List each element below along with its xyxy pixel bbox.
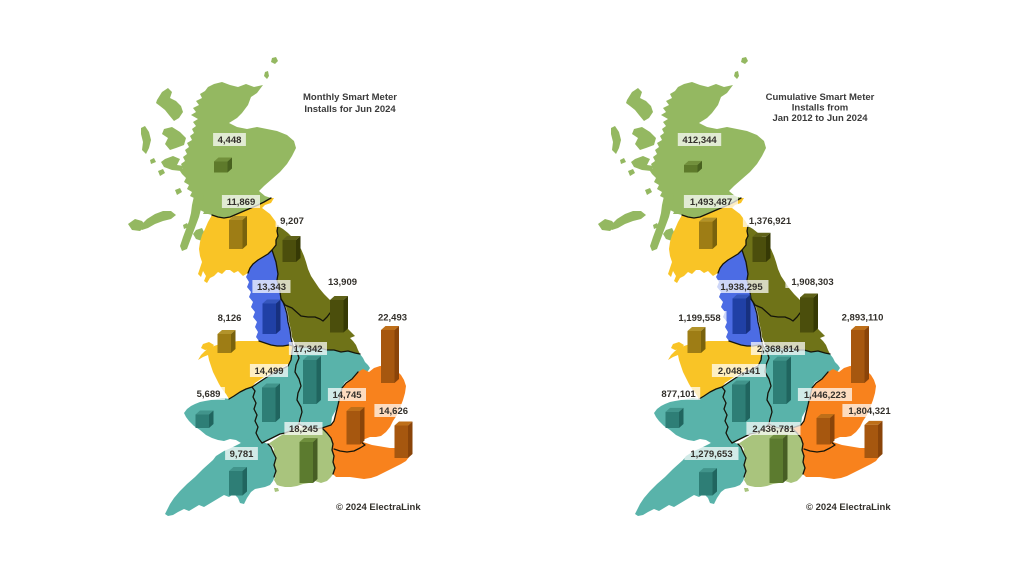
svg-text:1,376,921: 1,376,921 — [749, 216, 792, 227]
svg-text:17,342: 17,342 — [293, 344, 322, 355]
svg-text:412,344: 412,344 — [682, 135, 717, 146]
svg-text:14,499: 14,499 — [254, 366, 283, 377]
svg-text:14,626: 14,626 — [379, 406, 408, 417]
svg-text:18,245: 18,245 — [289, 424, 319, 435]
svg-text:2,436,781: 2,436,781 — [752, 424, 795, 435]
svg-text:1,446,223: 1,446,223 — [804, 390, 846, 401]
svg-text:Installs from: Installs from — [792, 103, 849, 114]
svg-text:1,279,653: 1,279,653 — [690, 449, 732, 460]
svg-text:1,908,303: 1,908,303 — [791, 277, 833, 288]
svg-text:Monthly Smart Meter: Monthly Smart Meter — [303, 92, 397, 103]
svg-text:1,938,295: 1,938,295 — [720, 282, 763, 293]
svg-text:Cumulative Smart Meter: Cumulative Smart Meter — [766, 92, 875, 103]
svg-text:5,689: 5,689 — [197, 389, 221, 400]
svg-text:1,199,558: 1,199,558 — [678, 313, 720, 324]
svg-text:© 2024 ElectraLink: © 2024 ElectraLink — [806, 502, 891, 513]
svg-text:1,804,321: 1,804,321 — [848, 406, 891, 417]
svg-text:© 2024 ElectraLink: © 2024 ElectraLink — [336, 502, 421, 513]
svg-text:Jan 2012 to Jun 2024: Jan 2012 to Jun 2024 — [772, 113, 868, 124]
svg-text:877,101: 877,101 — [661, 389, 696, 400]
svg-text:13,343: 13,343 — [257, 282, 286, 293]
svg-text:1,493,487: 1,493,487 — [690, 197, 732, 208]
svg-text:2,368,814: 2,368,814 — [757, 344, 800, 355]
svg-text:13,909: 13,909 — [328, 277, 357, 288]
svg-text:22,493: 22,493 — [378, 313, 407, 324]
svg-text:9,781: 9,781 — [230, 449, 254, 460]
svg-text:9,207: 9,207 — [280, 216, 304, 227]
svg-text:4,448: 4,448 — [218, 135, 242, 146]
svg-text:11,869: 11,869 — [227, 197, 256, 208]
svg-text:Installs for Jun 2024: Installs for Jun 2024 — [304, 104, 396, 115]
svg-text:2,893,110: 2,893,110 — [842, 313, 884, 324]
svg-text:14,745: 14,745 — [332, 390, 362, 401]
svg-text:8,126: 8,126 — [218, 313, 242, 324]
svg-text:2,048,141: 2,048,141 — [718, 366, 761, 377]
